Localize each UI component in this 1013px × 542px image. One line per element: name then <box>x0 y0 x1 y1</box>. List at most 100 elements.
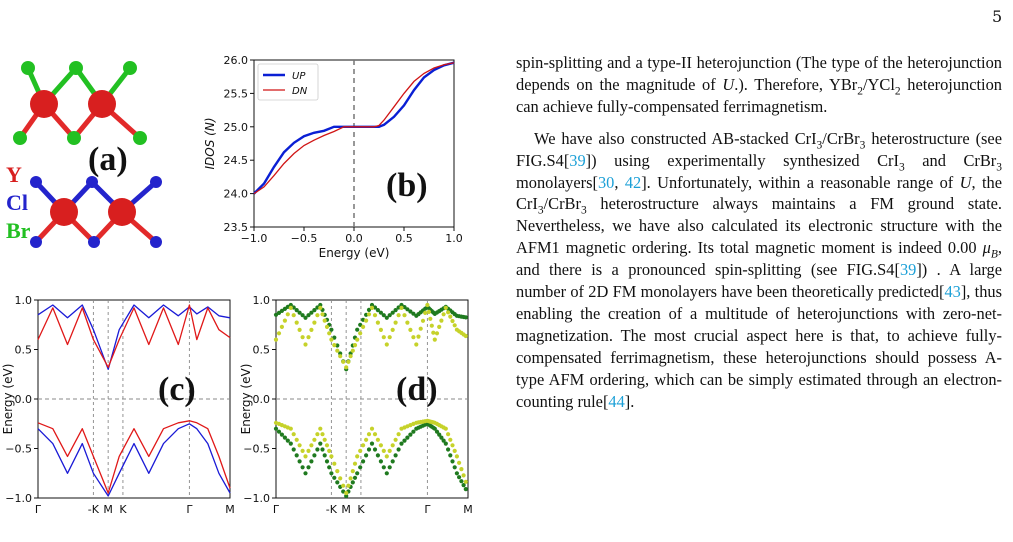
ycl-layer <box>30 176 162 248</box>
band-point <box>441 438 446 443</box>
band-point <box>411 311 416 316</box>
band-point <box>291 447 296 452</box>
band-point <box>344 490 349 496</box>
band-point <box>361 324 366 329</box>
y-atom <box>88 90 116 118</box>
band-point <box>352 475 358 480</box>
band-line <box>37 304 231 370</box>
citation-link[interactable]: 39 <box>569 150 586 170</box>
y-tick-label: −0.5 <box>5 443 32 456</box>
band-point <box>372 447 378 452</box>
label-cl: Cl <box>6 190 28 215</box>
y-tick-label: −1.0 <box>243 492 270 505</box>
band-point <box>352 343 358 348</box>
band-point <box>350 348 355 353</box>
band-point <box>411 335 416 340</box>
kpoint-label: -K <box>326 503 338 516</box>
band-point <box>402 438 407 443</box>
ybr-layer <box>13 61 147 145</box>
band-point <box>375 320 380 325</box>
band-point <box>434 429 440 434</box>
band-point <box>461 473 466 478</box>
band-point <box>309 310 314 315</box>
band-point <box>393 308 398 313</box>
y-tick-label: 24.5 <box>224 154 249 167</box>
y-tick-label: 0.5 <box>15 344 33 357</box>
band-point <box>423 310 428 315</box>
band-point <box>457 460 462 465</box>
band-point <box>294 437 299 442</box>
y-axis-label: Energy (eV) <box>1 364 15 435</box>
band-point <box>355 327 360 332</box>
band-point <box>297 443 302 448</box>
citation-link[interactable]: 30 <box>597 172 615 192</box>
band-point <box>273 337 279 342</box>
band-point <box>276 429 282 434</box>
band-point <box>309 443 314 448</box>
cl-atom <box>88 236 100 248</box>
kpoint-label: K <box>119 503 127 516</box>
band-point <box>420 318 426 323</box>
band-point <box>454 454 459 459</box>
x-tick-label: −0.5 <box>291 232 318 245</box>
citation-link[interactable]: 44 <box>608 391 625 411</box>
band-line <box>37 304 231 368</box>
band-point <box>320 312 325 317</box>
br-atom <box>21 61 35 75</box>
band-point <box>399 305 404 310</box>
band-point <box>300 335 305 340</box>
band-point <box>329 454 334 459</box>
band-point <box>369 441 375 446</box>
citation-link[interactable]: 43 <box>944 282 961 302</box>
panel-d-bands: Γ -K M K Γ M −1.0 −0.5 0.0 0.5 1.0 Energy (eV) (d) <box>238 290 478 520</box>
kpoint-label: K <box>357 503 365 516</box>
y-tick-label: 24.0 <box>224 188 249 201</box>
band-point <box>402 313 407 318</box>
citation-link[interactable]: 42 <box>624 172 642 192</box>
band-point <box>294 308 299 313</box>
band-point <box>428 316 433 321</box>
text-run: ]) using experimentally synthesized CrI <box>585 150 899 170</box>
band-point <box>416 334 421 339</box>
band-point <box>300 313 305 318</box>
band-point <box>452 465 457 470</box>
text-run: spin-splitting and a type-II heterojunct… <box>516 53 1002 94</box>
subscript: 2 <box>894 85 901 98</box>
math-U: U <box>722 74 735 94</box>
panel-a-label: (a) <box>88 141 128 178</box>
band-point <box>341 483 346 488</box>
band-point <box>396 447 401 452</box>
text-run: We have also constructed AB-stacked CrI <box>534 128 817 148</box>
band-point <box>384 454 389 459</box>
y-tick-label: 25.5 <box>224 87 249 100</box>
kpoint-label: Γ <box>424 503 431 516</box>
band-point <box>399 441 404 446</box>
y-axis-label: IDOS (N) <box>203 118 217 170</box>
y-atom <box>50 198 78 226</box>
band-point <box>384 471 389 476</box>
text-run: /YCl <box>863 74 895 94</box>
band-point <box>378 443 383 448</box>
band-point <box>381 313 386 318</box>
band-point <box>366 312 372 317</box>
citation-link[interactable]: 39 <box>899 260 917 280</box>
band-point <box>405 320 410 325</box>
kpoint-label: M <box>103 503 113 516</box>
band-point <box>446 432 451 437</box>
band-point <box>338 354 343 359</box>
band-point <box>285 312 290 317</box>
legend-box <box>257 63 319 101</box>
band-point <box>443 305 448 310</box>
band-point <box>364 437 369 442</box>
band-point <box>327 331 332 336</box>
band-point <box>350 469 355 474</box>
band-point <box>387 313 392 318</box>
band-point <box>300 465 305 470</box>
subscript: B <box>990 248 998 261</box>
band-point <box>366 432 372 437</box>
band-point <box>324 324 330 329</box>
panel-b-idos: −1.0 −0.5 0.0 0.5 1.0 23.5 24.0 24.5 25.0 25.5 26.… <box>200 52 470 272</box>
band-point <box>320 432 325 437</box>
band-point <box>300 448 305 453</box>
band-point <box>306 465 311 470</box>
